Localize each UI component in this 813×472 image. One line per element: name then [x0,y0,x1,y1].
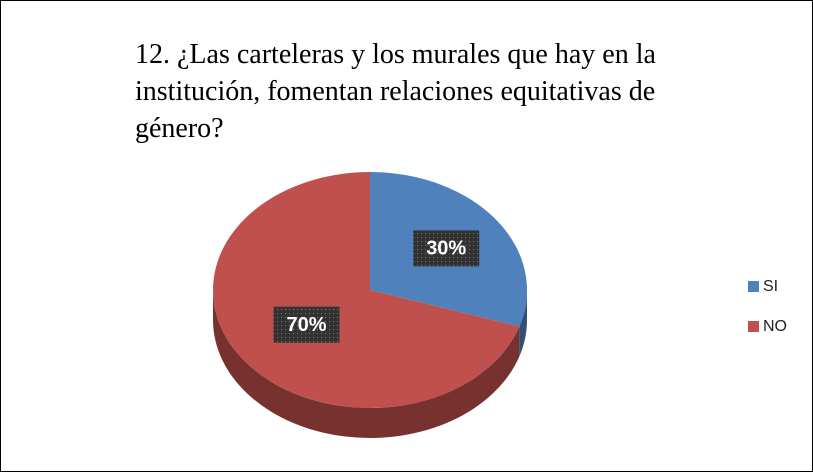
slice [213,172,520,408]
legend-label: NO [763,318,787,335]
slice-side [213,290,520,438]
slice-side [519,290,527,357]
data-label: 30% [426,238,466,260]
label-box [273,306,340,343]
chart-title: 12. ¿Las carteleras y los murales que ha… [135,39,656,144]
data-label: 70% [286,314,326,336]
label-box [413,230,480,267]
legend-swatch [748,281,759,292]
legend-label: SI [763,278,778,295]
legend-swatch [748,321,759,332]
